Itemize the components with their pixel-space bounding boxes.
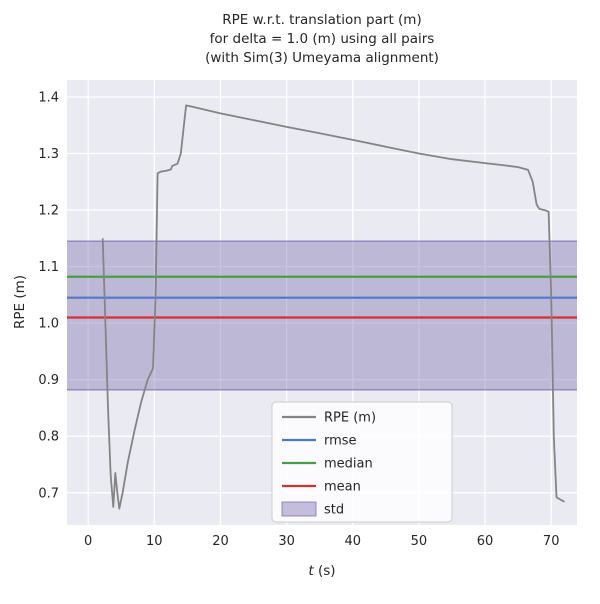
y-tick-label: 1.3 <box>38 147 59 162</box>
y-tick-label: 0.7 <box>38 486 59 501</box>
y-tick-label: 1.1 <box>38 260 59 275</box>
chart-title-line-3: (with Sim(3) Umeyama alignment) <box>205 50 439 66</box>
x-tick-label: 10 <box>146 534 163 549</box>
x-axis-label-variable: t <box>308 563 314 579</box>
legend-label: rmse <box>324 434 357 449</box>
y-tick-label: 1.2 <box>38 204 59 219</box>
series-layer <box>101 104 565 510</box>
chart-title-line-2: for delta = 1.0 (m) using all pairs <box>210 31 435 47</box>
legend-label: std <box>324 503 344 518</box>
x-tick-label: 50 <box>411 534 428 549</box>
legend-box <box>271 401 453 523</box>
chart-title-line-1: RPE w.r.t. translation part (m) <box>222 12 421 28</box>
std-band-layer <box>67 240 577 391</box>
x-axis-label-unit: (s) <box>314 563 336 579</box>
x-tick-label: 60 <box>477 534 494 549</box>
std-band <box>67 241 577 390</box>
y-tick-label: 0.9 <box>38 373 59 388</box>
legend-label: mean <box>324 480 361 495</box>
x-tick-label: 30 <box>278 534 295 549</box>
legend: RPE (m) rmse median mean std <box>271 401 453 523</box>
x-tick-label: 0 <box>84 534 92 549</box>
tick-label-layer: 0.7 0.8 0.9 1.0 1.1 1.2 1.3 1.4 0 10 20 30 40 50 60 70 <box>38 90 559 549</box>
y-tick-label: 1.4 <box>38 90 59 105</box>
y-tick-label: 0.8 <box>38 430 59 445</box>
legend-label: RPE (m) <box>324 411 376 426</box>
x-tick-label: 20 <box>212 534 229 549</box>
x-axis-label: t (s) <box>308 563 335 579</box>
legend-label: median <box>324 457 373 472</box>
y-axis-label: RPE (m) <box>12 275 28 329</box>
y-tick-label: 1.0 <box>38 317 59 332</box>
stat-lines-layer <box>67 275 577 319</box>
x-tick-label: 70 <box>543 534 560 549</box>
legend-swatch-std <box>281 501 317 517</box>
x-tick-label: 40 <box>344 534 361 549</box>
rpe-line <box>101 104 565 510</box>
